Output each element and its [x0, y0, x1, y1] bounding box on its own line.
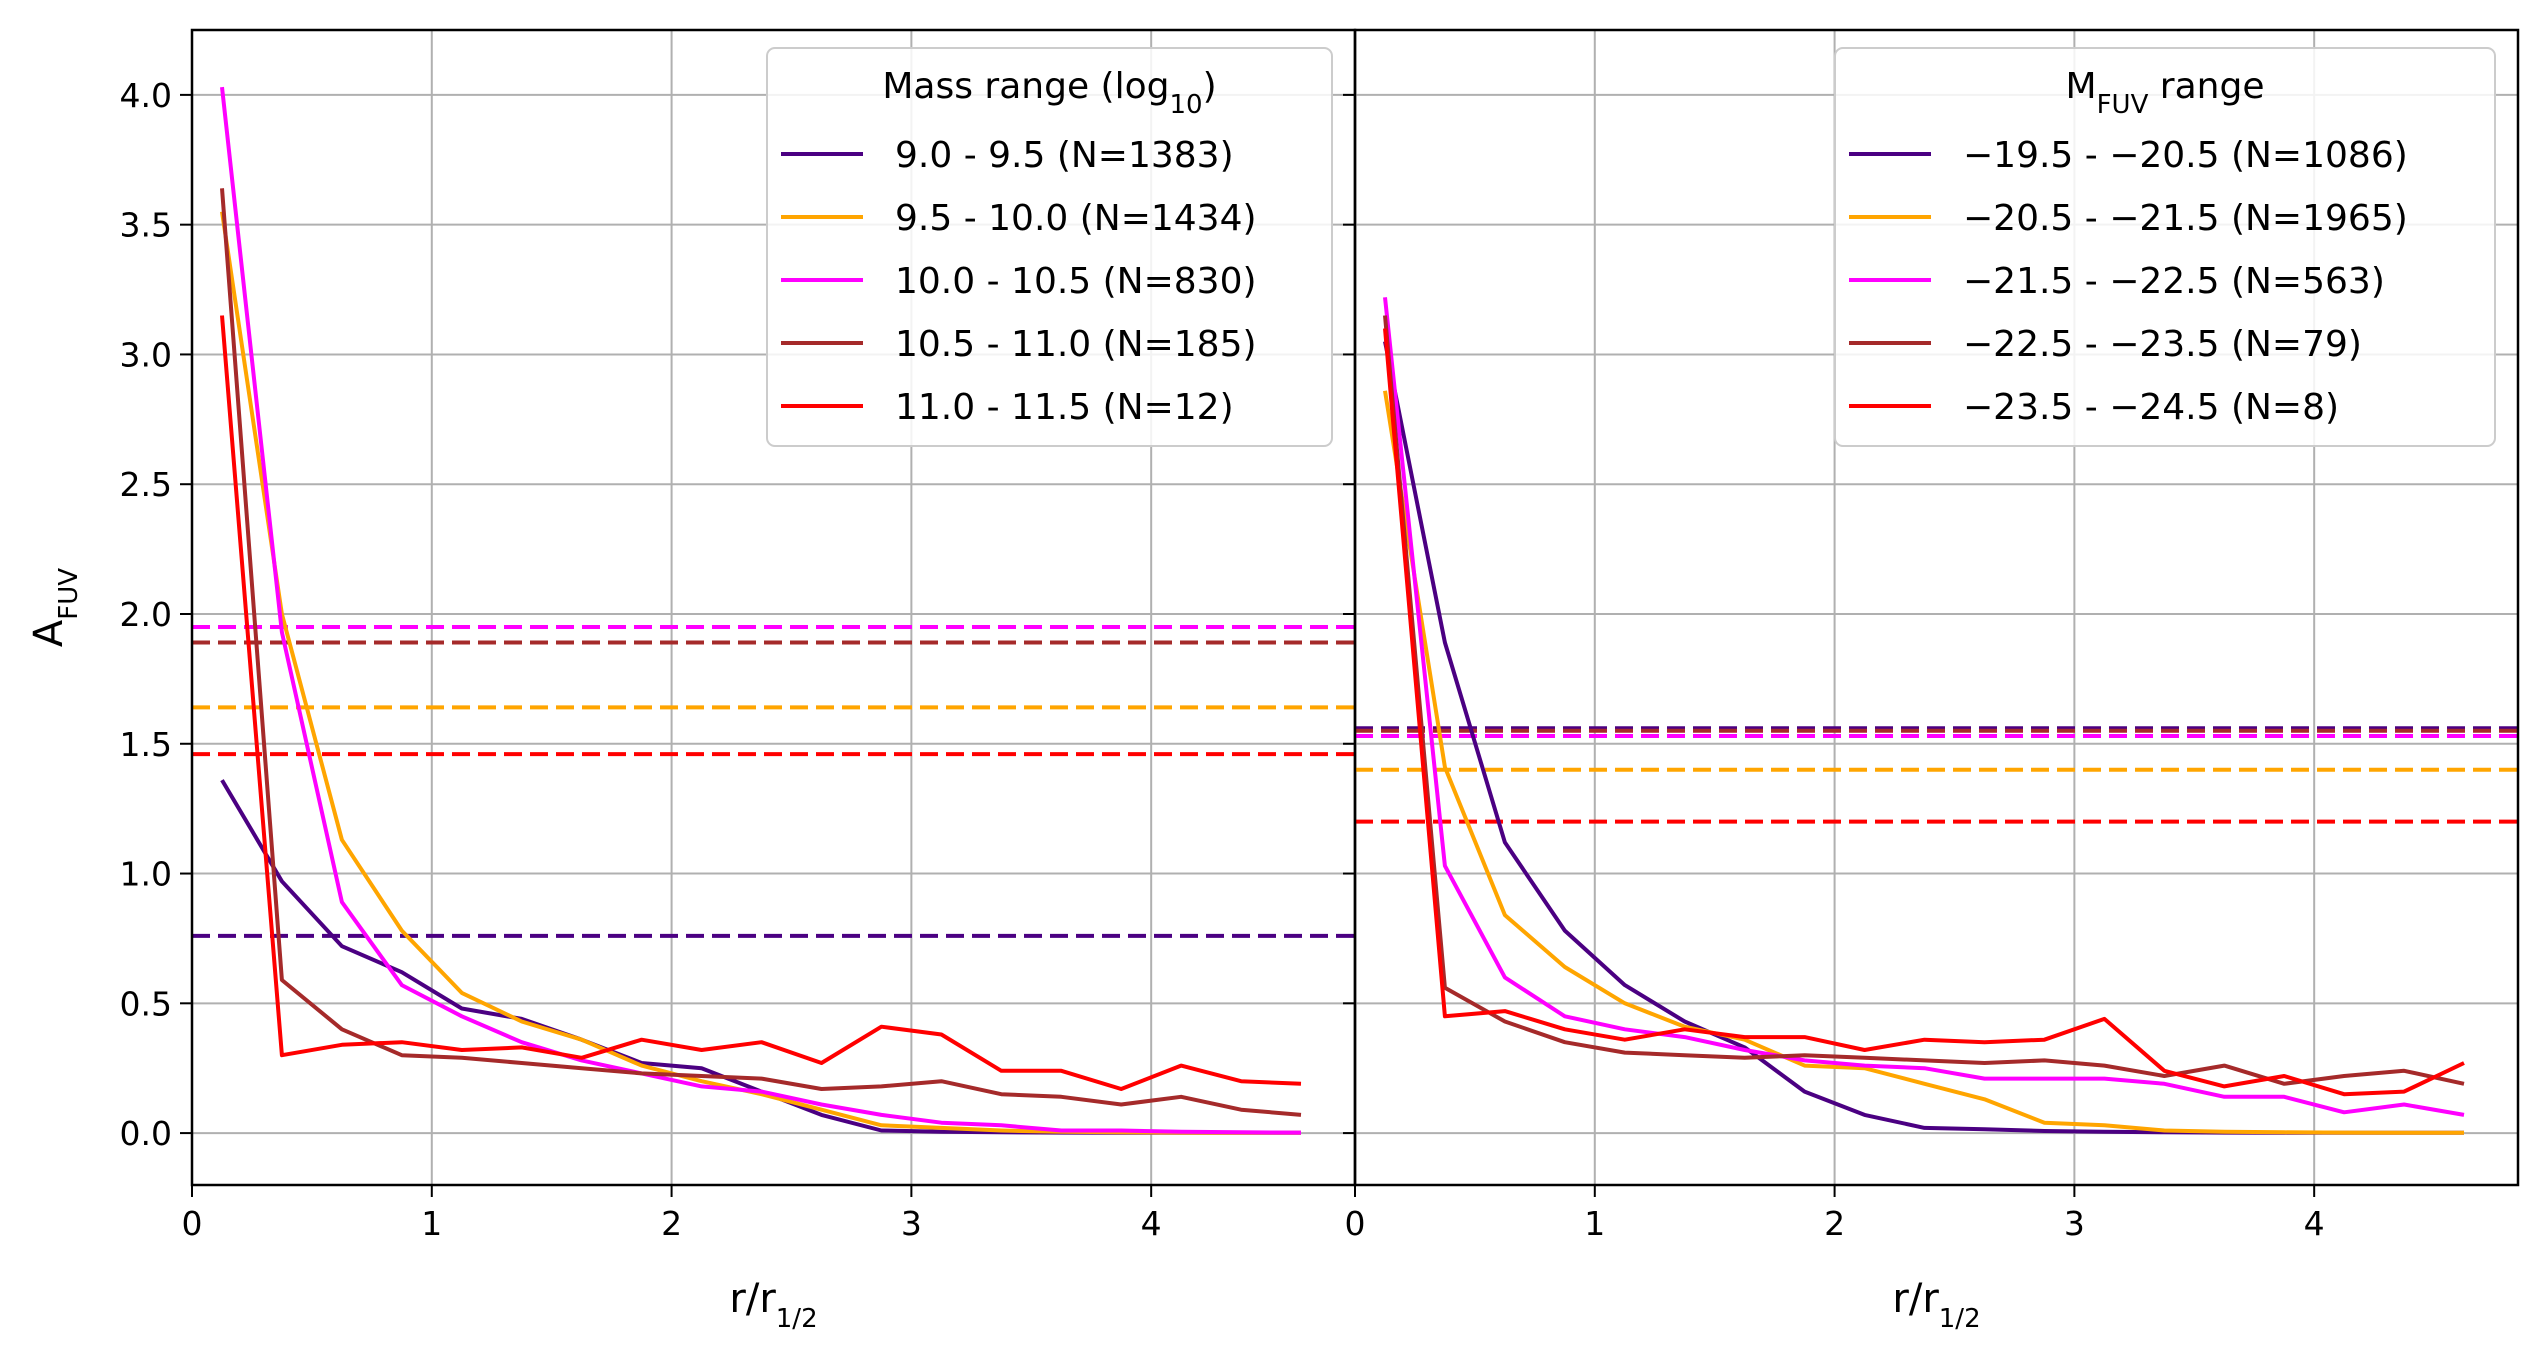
legend-entry: −21.5 - −22.5 (N=563) — [1963, 261, 2385, 302]
series-line — [220, 188, 1302, 1117]
legend-entry: −23.5 - −24.5 (N=8) — [1963, 387, 2339, 428]
y-tick-label: 1.5 — [120, 725, 172, 764]
chart-panel-left: 0 1 2 3 4 0.0 0.5 1.0 1.5 2.0 2.5 3.0 3.5 4.0 r/r1/2 AF… — [26, 28, 1357, 1334]
chart-panel-right: 0 1 2 3 4 r/r1/2 MFUV range −19.5 - −20.5 (N=10… — [1343, 28, 2520, 1334]
x-tick-label: 4 — [1141, 1204, 1162, 1243]
legend-entry: 10.5 - 11.0 (N=185) — [895, 324, 1257, 365]
x-tick-label: 0 — [1345, 1204, 1366, 1243]
legend-title: MFUV range — [2066, 66, 2265, 120]
series-line — [220, 86, 1302, 1135]
legend-entry: −20.5 - −21.5 (N=1965) — [1963, 198, 2408, 239]
x-axis-label: r/r1/2 — [729, 1276, 817, 1334]
legend-entry: −22.5 - −23.5 (N=79) — [1963, 324, 2362, 365]
legend-title: Mass range (log10) — [882, 66, 1216, 120]
legend-entry: 10.0 - 10.5 (N=830) — [895, 261, 1257, 302]
y-tick-label: 2.5 — [120, 465, 172, 504]
axes-frame — [1353, 28, 2520, 1187]
legend-entry: 9.5 - 10.0 (N=1434) — [895, 198, 1257, 239]
x-tick-label: 3 — [901, 1204, 922, 1243]
plot-area — [1355, 297, 2518, 1135]
x-tick-label: 4 — [2304, 1204, 2325, 1243]
y-tick-label: 3.0 — [120, 335, 172, 374]
y-tick-label: 1.0 — [120, 855, 172, 894]
series-line — [1383, 390, 2464, 1135]
x-axis-label: r/r1/2 — [1892, 1276, 1980, 1334]
x-tick-label: 0 — [182, 1204, 203, 1243]
y-axis-label: AFUV — [26, 568, 84, 647]
legend: Mass range (log10) 9.0 - 9.5 (N=1383) 9.5 … — [766, 47, 1333, 447]
y-tick-label: 3.5 — [120, 206, 172, 245]
x-tick-label: 3 — [2064, 1204, 2085, 1243]
legend-entry: 11.0 - 11.5 (N=12) — [895, 387, 1234, 428]
y-tick-label: 2.0 — [120, 595, 172, 634]
y-tick-label: 0.0 — [120, 1114, 172, 1153]
series-line — [220, 315, 1302, 1091]
legend-entry: −19.5 - −20.5 (N=1086) — [1963, 135, 2408, 176]
legend-box — [766, 47, 1333, 447]
x-tick-label: 2 — [661, 1204, 682, 1243]
series-line — [1383, 328, 2465, 1097]
legend: MFUV range −19.5 - −20.5 (N=1086) −20.5 - … — [1834, 47, 2496, 447]
legend-box — [1834, 47, 2496, 447]
series-line — [1383, 297, 2465, 1117]
plot-area — [192, 86, 1355, 1135]
y-tick-label: 4.0 — [120, 76, 172, 115]
y-tick-label: 0.5 — [120, 984, 172, 1023]
x-tick-label: 1 — [1584, 1204, 1605, 1243]
x-tick-label: 2 — [1824, 1204, 1845, 1243]
x-tick-label: 1 — [421, 1204, 442, 1243]
legend-entry: 9.0 - 9.5 (N=1383) — [895, 135, 1234, 176]
series-line — [1383, 315, 2465, 1086]
